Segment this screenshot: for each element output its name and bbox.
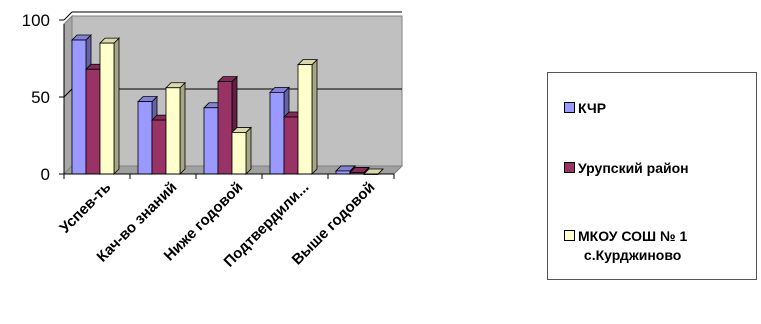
- bar-0-2: [99, 37, 120, 175]
- bar-front-2-2: [231, 132, 247, 175]
- legend-item-school: МКОУ СОШ № 1 с.Курджиново: [564, 227, 687, 265]
- bar-side-0-2: [113, 37, 120, 175]
- side-wall: [63, 14, 73, 176]
- legend-item-urup: Урупский район: [564, 159, 689, 178]
- axes: [59, 19, 395, 179]
- bar-front-0-0: [71, 39, 87, 175]
- legend-label-school-line2: с.Курджиново: [583, 247, 682, 263]
- bar-front-3-0: [269, 91, 285, 175]
- bar-front-3-2: [297, 64, 313, 175]
- gridline-side-50: [63, 88, 73, 98]
- bar-3-2: [297, 58, 318, 175]
- legend-swatch-urup: [564, 162, 575, 173]
- legend-label-school: МКОУ СОШ № 1 с.Курджиново: [578, 227, 687, 265]
- y-tick-label-50: 50: [31, 88, 50, 107]
- y-tick-labels: 0 50 100: [22, 11, 50, 184]
- bar-front-0-1: [85, 68, 101, 175]
- bar-side-3-2: [311, 58, 318, 175]
- bar-1-2: [165, 81, 186, 175]
- legend-label-urup: Урупский район: [578, 160, 689, 176]
- legend-swatch-school: [564, 230, 575, 241]
- legend-swatch-kchr: [564, 102, 575, 113]
- legend-label-kchr: КЧР: [578, 100, 607, 116]
- bar-front-1-1: [151, 119, 167, 175]
- legend-item-kchr: КЧР: [564, 99, 606, 118]
- bar-side-1-2: [179, 81, 186, 175]
- bars: [71, 34, 384, 175]
- y-tick-label-100: 100: [22, 11, 50, 30]
- bar-2-2: [231, 126, 252, 175]
- bar-side-2-2: [245, 126, 252, 175]
- gridline-side-100: [63, 11, 73, 21]
- y-tick-label-0: 0: [41, 165, 50, 184]
- category-label-0: Успев-ть: [56, 179, 114, 237]
- bar-front-0-2: [99, 42, 115, 175]
- bar-front-2-1: [217, 81, 233, 175]
- legend-label-school-line1: МКОУ СОШ № 1: [578, 228, 688, 244]
- bar-front-3-1: [283, 116, 299, 175]
- legend: КЧР Урупский район МКОУ СОШ № 1 с.Курджи…: [547, 72, 757, 280]
- bar-front-1-2: [165, 87, 181, 175]
- bar-front-1-0: [137, 101, 153, 175]
- bar-front-2-0: [203, 107, 219, 175]
